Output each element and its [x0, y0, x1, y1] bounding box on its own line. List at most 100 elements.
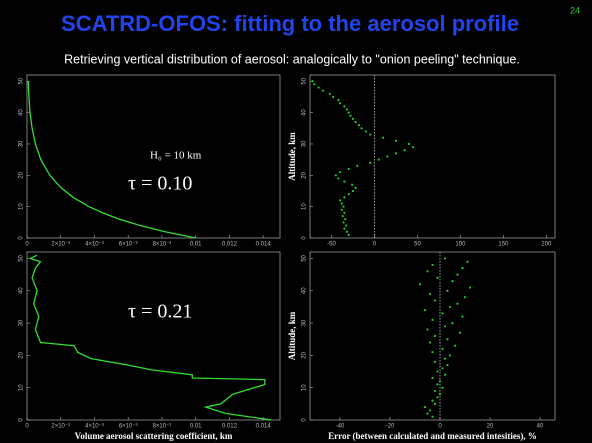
point	[441, 312, 444, 315]
point	[436, 383, 439, 386]
annotation: τ = 0.10	[128, 173, 192, 195]
x-tick-label: 8×10⁻³	[153, 424, 172, 430]
point	[433, 389, 437, 393]
point	[394, 139, 398, 142]
point	[343, 105, 346, 108]
point	[337, 177, 340, 180]
point	[369, 133, 372, 136]
y-tick-label: 10	[19, 203, 25, 210]
point	[354, 120, 357, 124]
point	[431, 351, 434, 354]
point	[343, 180, 346, 183]
point	[342, 205, 345, 208]
point	[340, 208, 343, 211]
x-tick-label: 20	[487, 424, 494, 430]
point	[431, 318, 434, 321]
point	[351, 117, 355, 120]
y-tick-label: 40	[19, 287, 25, 294]
y-axis-label: Altitude, km	[287, 311, 297, 360]
point	[341, 214, 344, 218]
y-tick-label: 20	[19, 171, 25, 178]
x-tick-label: 0.01	[190, 242, 202, 248]
point	[438, 380, 442, 383]
point	[431, 263, 434, 267]
plot-frame	[309, 74, 556, 239]
slide-subtitle: Retrieving vertical distribution of aero…	[64, 52, 520, 66]
plot-frame	[309, 251, 556, 421]
point	[433, 360, 437, 363]
point	[423, 405, 427, 409]
y-tick-label: 0	[19, 418, 25, 422]
point	[407, 142, 410, 146]
point	[446, 338, 449, 341]
point	[381, 136, 385, 139]
y-tick-label: 10	[302, 203, 308, 210]
point	[334, 174, 337, 177]
x-tick-label: 0.014	[256, 242, 272, 248]
point	[364, 130, 367, 133]
y-tick-label: 30	[302, 140, 308, 147]
point	[340, 202, 343, 205]
point	[441, 347, 444, 351]
point	[436, 396, 439, 399]
x-tick-label: 0.01	[190, 424, 202, 430]
point	[461, 315, 464, 318]
point	[431, 399, 434, 402]
point	[458, 331, 462, 334]
point	[433, 299, 437, 302]
point	[394, 152, 398, 155]
point	[347, 233, 350, 236]
y-tick-label: 30	[19, 319, 25, 326]
point	[446, 289, 449, 292]
x-tick-label: 50	[414, 242, 421, 248]
x-tick-label: 40	[537, 424, 544, 430]
x-tick-label: 100	[455, 242, 466, 248]
y-tick-label: 40	[302, 287, 308, 294]
y-tick-label: 40	[302, 109, 308, 116]
point	[426, 270, 429, 273]
x-tick-label: 6×10⁻³	[119, 424, 138, 430]
y-tick-label: 20	[19, 351, 25, 358]
point	[347, 193, 350, 196]
point	[451, 321, 454, 325]
point	[412, 145, 415, 149]
point	[428, 292, 432, 296]
x-tick-label: -50	[327, 242, 336, 248]
x-tick-label: -20	[386, 424, 395, 430]
point	[347, 167, 350, 171]
y-axis-label: Altitude, km	[287, 132, 297, 181]
x-axis-label: Volume aerosol scattering coefficient, k…	[75, 431, 233, 441]
y-tick-label: 50	[19, 254, 25, 261]
x-axis-label: Error (between calculated and measured i…	[328, 431, 537, 441]
point	[357, 124, 361, 127]
y-tick-label: 50	[302, 77, 308, 84]
point	[436, 276, 439, 279]
y-tick-label: 20	[302, 351, 308, 358]
point	[463, 296, 467, 299]
point	[461, 267, 464, 270]
point	[351, 183, 354, 186]
point	[356, 164, 359, 168]
point	[345, 108, 349, 111]
point	[328, 92, 331, 95]
point	[313, 83, 316, 86]
point	[443, 357, 447, 360]
x-tick-label: -40	[336, 424, 345, 430]
x-tick-label: 150	[498, 242, 509, 248]
point	[311, 80, 314, 83]
y-tick-label: 40	[19, 109, 25, 116]
point	[468, 286, 472, 289]
point	[441, 367, 444, 370]
x-tick-label: 200	[541, 242, 552, 248]
point	[377, 158, 380, 161]
point	[321, 89, 324, 92]
point	[349, 114, 352, 117]
annotation: H₀ = 10 km	[150, 150, 202, 162]
point	[466, 260, 469, 263]
annotation: τ = 0.21	[128, 301, 192, 323]
x-tick-label: 2×10⁻³	[51, 424, 70, 430]
y-tick-label: 0	[19, 236, 25, 240]
point	[317, 86, 320, 89]
